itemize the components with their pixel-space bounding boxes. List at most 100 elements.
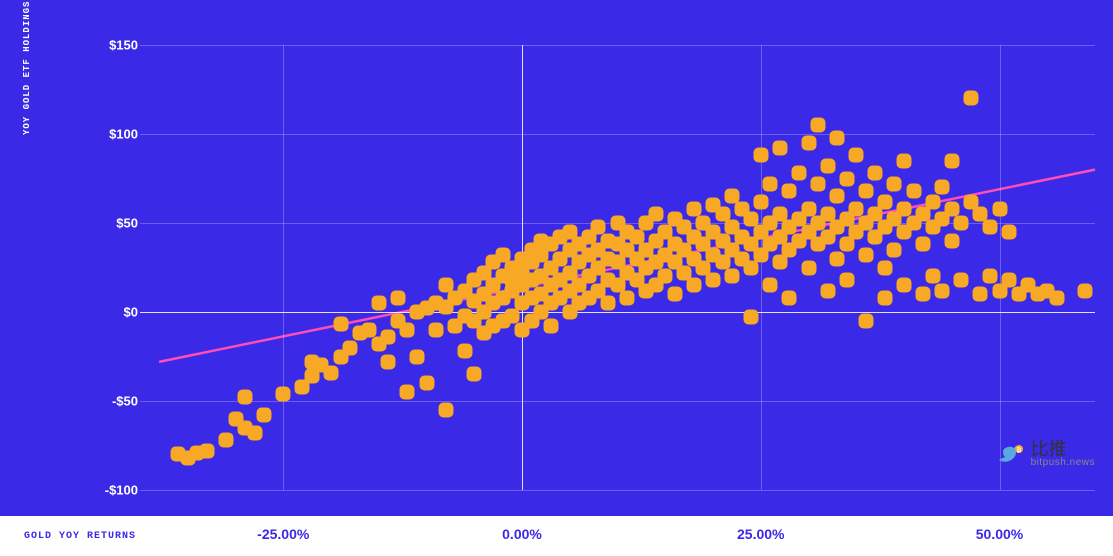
scatter-point [371,296,386,311]
scatter-point [1002,272,1017,287]
scatter-point [849,148,864,163]
scatter-point [944,233,959,248]
scatter-point [1049,290,1064,305]
y-tick-label: -$100 [68,483,138,498]
scatter-point [276,386,291,401]
scatter-point [887,176,902,191]
x-gridline [283,45,284,490]
scatter-point [944,201,959,216]
watermark-url: bitpush.news [1031,458,1095,468]
scatter-point [925,194,940,209]
scatter-point [381,329,396,344]
y-axis-label: YOY GOLD ETF HOLDINGS (BIL) [22,0,32,135]
watermark: ₿ 比推 bitpush.news [997,440,1095,468]
scatter-point [811,118,826,133]
scatter-point [400,322,415,337]
scatter-point [954,216,969,231]
y-tick-label: $150 [68,38,138,53]
scatter-point [820,159,835,174]
scatter-point [839,272,854,287]
scatter-point [839,171,854,186]
x-gridline [1000,45,1001,490]
scatter-point [906,183,921,198]
scatter-point [333,317,348,332]
scatter-point [868,166,883,181]
scatter-point [982,219,997,234]
scatter-point [973,287,988,302]
scatter-point [247,426,262,441]
scatter-point [830,130,845,145]
plot-area: YOY GOLD ETF HOLDINGS (BIL) ₿ 比推 bitpush… [0,0,1113,516]
scatter-point [944,153,959,168]
scatter-point [801,135,816,150]
scatter-point [429,322,444,337]
scatter-point [591,219,606,234]
scatter-point [381,354,396,369]
scatter-point [180,450,195,465]
scatter-point [343,340,358,355]
scatter-point [658,269,673,284]
scatter-point [686,201,701,216]
scatter-point [763,176,778,191]
scatter-point [935,180,950,195]
scatter-point [782,290,797,305]
x-tick-label: 50.00% [976,526,1023,542]
scatter-point [801,201,816,216]
scatter-point [791,166,806,181]
scatter-point [877,194,892,209]
scatter-point [218,433,233,448]
scatter-point [830,189,845,204]
scatter-point [457,344,472,359]
scatter-point [390,290,405,305]
scatter-point [725,269,740,284]
scatter-point [782,183,797,198]
scatter-point [897,278,912,293]
scatter-point [324,365,339,380]
scatter-point [648,207,663,222]
scatter-point [916,287,931,302]
y-gridline [140,490,1095,491]
bird-icon: ₿ [997,444,1025,464]
scatter-point [858,248,873,263]
scatter-point [887,242,902,257]
scatter-point [992,201,1007,216]
scatter-point [199,443,214,458]
scatter-point [257,408,272,423]
x-tick-label: 25.00% [737,526,784,542]
scatter-point [801,260,816,275]
scatter-point [763,278,778,293]
scatter-point [686,278,701,293]
scatter-point [897,201,912,216]
scatter-point [753,194,768,209]
scatter-point [830,251,845,266]
scatter-point [820,283,835,298]
svg-text:₿: ₿ [1016,447,1021,454]
scatter-point [849,201,864,216]
scatter-point [543,319,558,334]
y-tick-label: $50 [68,216,138,231]
x-tick-label: -25.00% [257,526,309,542]
x-tick-label: 0.00% [502,526,542,542]
watermark-zh: 比推 [1031,440,1095,458]
scatter-point [600,296,615,311]
scatter-point [753,148,768,163]
scatter-point [897,153,912,168]
scatter-point [858,183,873,198]
scatter-point [811,176,826,191]
scatter-point [238,390,253,405]
scatter-point [620,290,635,305]
x-gridline [761,45,762,490]
y-tick-label: $0 [68,305,138,320]
scatter-point [419,376,434,391]
scatter-point [1078,283,1093,298]
scatter-point [772,141,787,156]
scatter-point [963,91,978,106]
scatter-point [858,313,873,328]
scatter-point [877,260,892,275]
watermark-text: 比推 bitpush.news [1031,440,1095,468]
scatter-point [877,290,892,305]
scatter-point [400,385,415,400]
scatter-point [954,272,969,287]
scatter-point [362,322,377,337]
y-tick-label: -$50 [68,394,138,409]
